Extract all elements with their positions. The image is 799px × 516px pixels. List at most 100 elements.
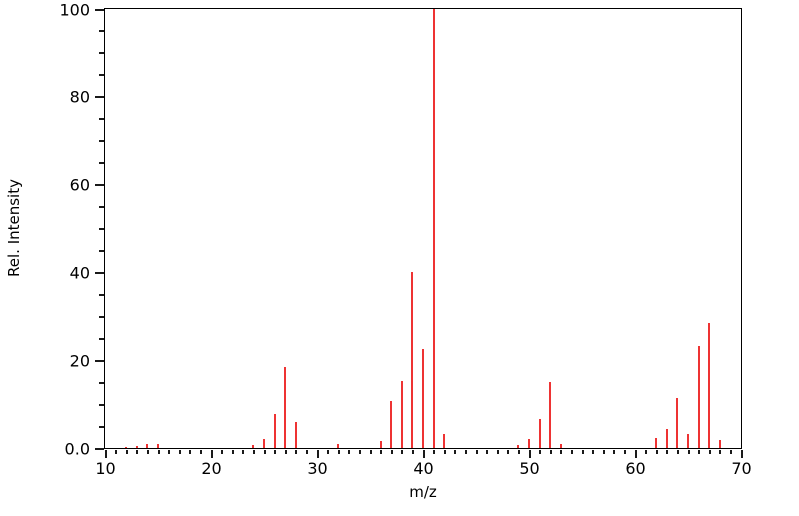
y-minor-tick-85 (99, 74, 104, 77)
y-minor-tick-15 (99, 381, 104, 384)
spectrum-peak-mz-53 (559, 443, 562, 448)
spectrum-peak-mz-24 (252, 444, 255, 448)
spectrum-peak-mz-68 (718, 440, 721, 448)
x-minor-tick-35 (369, 450, 372, 454)
x-minor-tick-23 (242, 450, 245, 454)
x-minor-tick-16 (168, 450, 171, 454)
x-minor-tick-44 (464, 450, 467, 454)
spectrum-peak-mz-49 (517, 444, 520, 448)
x-tick-label-20: 20 (201, 459, 222, 478)
x-minor-tick-57 (602, 450, 605, 454)
y-tick-label-60: 60 (69, 175, 90, 195)
x-minor-tick-31 (327, 450, 330, 454)
x-minor-tick-41 (433, 450, 436, 454)
spectrum-peak-mz-50 (528, 439, 530, 448)
x-minor-tick-63 (666, 450, 669, 454)
y-major-tick-80 (95, 96, 104, 99)
spectrum-peak-mz-36 (379, 440, 382, 448)
y-minor-tick-45 (99, 249, 104, 252)
x-minor-tick-46 (486, 450, 489, 454)
x-tick-label-70: 70 (731, 459, 752, 478)
spectrum-peak-mz-15 (157, 444, 159, 448)
x-minor-tick-12 (125, 450, 128, 454)
x-minor-tick-48 (507, 450, 510, 454)
y-minor-tick-30 (99, 315, 104, 318)
spectrum-peak-mz-37 (390, 400, 393, 448)
x-minor-tick-24 (252, 450, 255, 454)
x-minor-tick-26 (274, 450, 277, 454)
x-minor-tick-13 (136, 450, 139, 454)
x-minor-tick-39 (411, 450, 414, 454)
x-major-tick-40 (422, 450, 425, 458)
y-minor-tick-55 (99, 206, 104, 209)
y-tick-label-100: 100 (59, 0, 90, 19)
y-minor-tick-25 (99, 337, 104, 340)
x-major-tick-30 (316, 450, 319, 458)
y-minor-tick-75 (99, 118, 104, 121)
x-minor-tick-64 (676, 450, 679, 454)
y-tick-label-40: 40 (69, 263, 90, 283)
y-tick-label-20: 20 (69, 351, 90, 371)
spectrum-peak-mz-25 (263, 439, 265, 448)
y-major-tick-40 (95, 271, 104, 274)
spectrum-peak-mz-62 (655, 438, 658, 448)
x-tick-label-60: 60 (625, 459, 646, 478)
x-minor-tick-65 (687, 450, 690, 454)
x-minor-tick-14 (146, 450, 149, 454)
spectrum-peak-mz-52 (549, 382, 552, 448)
spectrum-peak-mz-39 (411, 272, 414, 448)
x-minor-tick-42 (443, 450, 446, 454)
spectrum-peak-mz-42 (443, 433, 446, 448)
x-minor-tick-21 (221, 450, 224, 454)
y-major-tick-0 (95, 447, 104, 450)
x-tick-label-50: 50 (519, 459, 540, 478)
spectrum-peak-mz-40 (422, 349, 424, 448)
x-minor-tick-36 (380, 450, 383, 454)
x-minor-tick-47 (496, 450, 499, 454)
x-minor-tick-45 (475, 450, 478, 454)
plot-area (104, 8, 742, 449)
x-axis-label: m/z (409, 483, 437, 501)
x-minor-tick-68 (719, 450, 722, 454)
x-minor-tick-28 (295, 450, 298, 454)
x-minor-tick-19 (199, 450, 202, 454)
spectrum-peak-mz-26 (273, 414, 276, 448)
x-minor-tick-37 (390, 450, 393, 454)
x-minor-tick-17 (178, 450, 181, 454)
x-minor-tick-33 (348, 450, 351, 454)
x-minor-tick-62 (655, 450, 658, 454)
y-minor-tick-70 (99, 140, 104, 143)
x-minor-tick-61 (645, 450, 648, 454)
y-major-tick-20 (95, 359, 104, 362)
x-minor-tick-29 (305, 450, 308, 454)
y-minor-tick-35 (99, 293, 104, 296)
x-minor-tick-27 (284, 450, 287, 454)
x-minor-tick-56 (592, 450, 595, 454)
x-minor-tick-15 (157, 450, 160, 454)
spectrum-peak-mz-38 (400, 380, 403, 448)
y-minor-tick-65 (99, 162, 104, 165)
x-minor-tick-18 (189, 450, 192, 454)
y-tick-label-0: 0.0 (64, 439, 90, 458)
spectrum-peak-mz-66 (697, 345, 700, 448)
x-minor-tick-52 (549, 450, 552, 454)
y-minor-tick-90 (99, 52, 104, 55)
x-minor-tick-69 (729, 450, 732, 454)
x-minor-tick-11 (115, 450, 118, 454)
x-minor-tick-55 (581, 450, 584, 454)
spectrum-peak-mz-27 (284, 366, 287, 448)
spectrum-peak-mz-14 (146, 443, 149, 448)
spectrum-peak-mz-28 (294, 422, 297, 448)
spectrum-peak-mz-63 (665, 428, 668, 448)
x-minor-tick-38 (401, 450, 404, 454)
x-tick-label-40: 40 (413, 459, 434, 478)
x-minor-tick-43 (454, 450, 457, 454)
spectrum-peak-mz-12 (125, 446, 128, 448)
x-minor-tick-22 (231, 450, 234, 454)
x-minor-tick-66 (698, 450, 701, 454)
spectrum-peak-mz-32 (337, 444, 340, 448)
x-minor-tick-53 (560, 450, 563, 454)
x-minor-tick-67 (708, 450, 711, 454)
x-major-tick-70 (740, 450, 743, 458)
